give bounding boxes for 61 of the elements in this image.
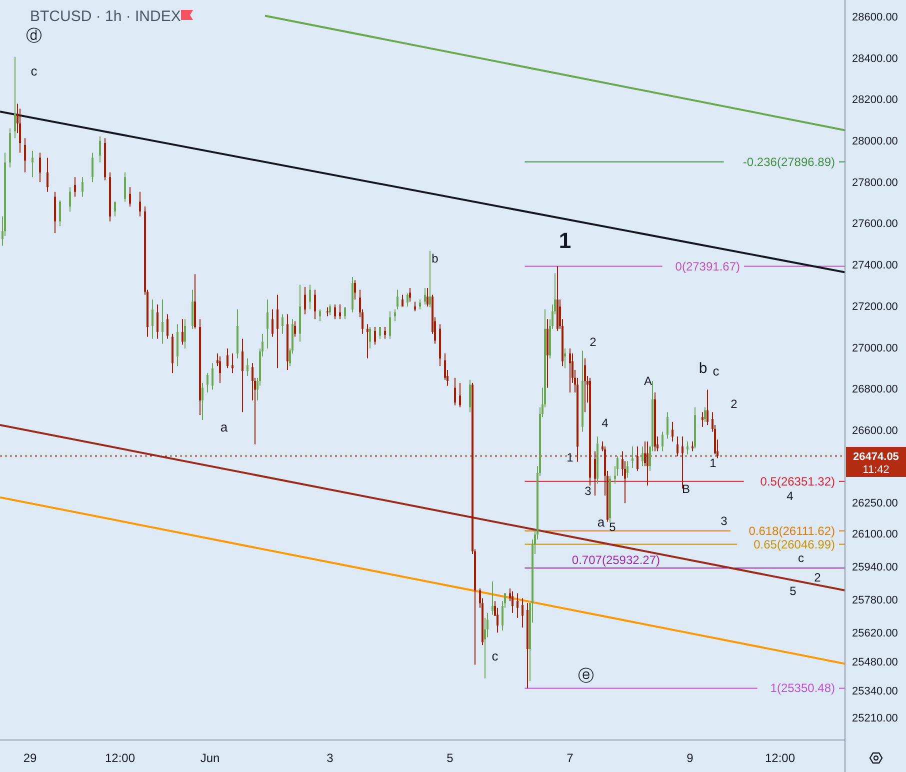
ref-line-label: -0.236(27896.89) (742, 154, 835, 169)
y-tick-label: 28400.00 (852, 52, 898, 65)
ref-line-label: 0.618(26111.62) (748, 524, 835, 538)
ref-line-label: 0.5(26351.32) (760, 474, 835, 488)
annotation: ⓓ (26, 27, 42, 46)
annotation: 5 (790, 584, 797, 598)
x-tick-label: 29 (23, 751, 37, 765)
annotation: 4 (602, 416, 609, 430)
annotation: 5 (609, 520, 616, 534)
annotation: 2 (590, 335, 597, 350)
y-tick-label: 26250.00 (852, 497, 898, 510)
x-tick-label: 7 (566, 751, 574, 765)
y-tick-label: 27600.00 (852, 218, 898, 230)
y-tick-label: 26800.00 (852, 384, 898, 396)
y-tick-label: 28000.00 (852, 136, 898, 148)
x-tick-label: 5 (446, 751, 454, 765)
annotation: 4 (786, 489, 794, 504)
annotation: 1 (558, 228, 572, 253)
text: BTCUSD · 1h · INDEX (30, 8, 181, 25)
x-tick-label: 12:00 (764, 751, 796, 765)
ref-line-label: 0.707(25932.27) (572, 552, 660, 567)
annotation: ⓔ (578, 667, 594, 686)
y-tick-label: 27200.00 (852, 300, 898, 313)
x-tick-label: 12:00 (104, 751, 136, 765)
ref-line-label: 0(27391.67) (675, 259, 740, 274)
ref-line-label: 1(25350.48) (770, 681, 835, 696)
annotation: c (798, 551, 804, 566)
y-tick-label: 26100.00 (852, 528, 898, 540)
annotation: 3 (584, 484, 592, 498)
y-tick-label: 25940.00 (852, 561, 898, 574)
annotation: a (597, 514, 606, 530)
ref-line-label: 0.65(26046.99) (754, 537, 835, 552)
annotation: 1 (710, 456, 717, 470)
x-tick-label: Jun (200, 751, 220, 765)
y-tick-label: 28200.00 (852, 94, 898, 106)
annotation: 1 (566, 450, 574, 464)
y-tick-label: 27800.00 (852, 176, 898, 189)
y-tick-label: 27400.00 (852, 260, 898, 272)
annotation: B (682, 482, 690, 496)
y-tick-label: 25210.00 (852, 712, 898, 724)
annotation: c (492, 648, 499, 664)
y-tick-label: 25340.00 (852, 685, 898, 698)
y-tick-label: 25620.00 (852, 628, 898, 640)
annotation: 2 (814, 570, 822, 585)
annotation: c (712, 363, 720, 378)
y-tick-label: 27000.00 (852, 342, 898, 354)
annotation: b (432, 252, 439, 266)
y-tick-label: 25780.00 (852, 594, 898, 606)
annotation: a (220, 419, 228, 434)
y-tick-label: 25480.00 (852, 656, 898, 668)
annotation: 3 (720, 514, 728, 528)
annotation: b (698, 360, 708, 377)
y-tick-label: 26600.00 (852, 424, 898, 437)
x-tick-label: 9 (686, 751, 694, 765)
y-tick-label: 28600.00 (852, 12, 898, 24)
ref-line-label: 26474.05 (853, 450, 899, 463)
annotation: c (30, 63, 38, 78)
annotation: A (644, 374, 652, 388)
x-tick-label: 3 (326, 751, 334, 765)
text: 11:42 (862, 464, 890, 476)
annotation: 2 (730, 397, 738, 412)
